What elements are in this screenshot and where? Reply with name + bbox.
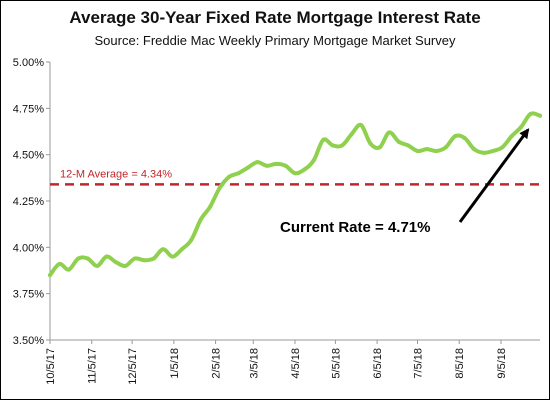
data-point xyxy=(227,174,231,179)
data-point xyxy=(359,123,363,127)
y-tick-label: 4.75% xyxy=(13,103,44,115)
data-point xyxy=(170,254,175,259)
data-point xyxy=(255,160,260,165)
data-point xyxy=(104,254,109,259)
data-point xyxy=(95,263,100,268)
y-tick-label: 3.50% xyxy=(13,335,44,347)
data-point xyxy=(161,247,166,252)
data-point xyxy=(349,132,354,137)
data-point xyxy=(387,130,392,135)
data-point xyxy=(76,256,81,261)
data-point xyxy=(453,134,458,139)
data-point xyxy=(85,256,90,261)
data-point xyxy=(66,267,71,272)
data-point xyxy=(208,204,213,209)
x-tick-label: 10/5/17 xyxy=(45,348,57,385)
data-point xyxy=(123,263,128,268)
x-tick-label: 4/5/18 xyxy=(290,348,302,379)
data-point xyxy=(340,143,345,148)
data-point xyxy=(245,165,250,170)
data-point xyxy=(132,256,137,261)
chart-title: Average 30-Year Fixed Rate Mortgage Inte… xyxy=(69,8,481,27)
x-tick-label: 9/5/18 xyxy=(496,348,508,379)
data-point xyxy=(519,124,524,129)
data-point xyxy=(368,141,373,146)
data-point xyxy=(415,149,420,153)
data-point xyxy=(114,260,118,265)
y-tick-label: 3.75% xyxy=(13,289,44,301)
data-point xyxy=(264,163,269,168)
data-point xyxy=(396,139,401,144)
y-tick-label: 5.00% xyxy=(13,57,44,69)
data-point xyxy=(217,186,222,190)
data-point xyxy=(330,143,335,148)
x-tick-label: 2/5/18 xyxy=(211,348,223,379)
x-tick-label: 6/5/18 xyxy=(372,348,384,379)
average-reference-label: 12-M Average = 4.34% xyxy=(60,168,172,180)
y-tick-label: 4.50% xyxy=(13,150,44,162)
data-point xyxy=(481,150,486,155)
data-point xyxy=(528,111,533,116)
data-point xyxy=(189,237,194,242)
data-point xyxy=(283,163,288,168)
x-tick-label: 11/5/17 xyxy=(87,348,99,384)
x-tick-label: 3/5/18 xyxy=(248,348,260,379)
data-point xyxy=(302,167,307,172)
data-point xyxy=(472,147,476,152)
x-tick-label: 1/5/18 xyxy=(169,348,181,379)
data-point xyxy=(236,171,241,176)
x-tick-label: 12/5/17 xyxy=(127,348,139,385)
x-tick-label: 8/5/18 xyxy=(454,348,466,379)
y-tick-label: 4.25% xyxy=(13,196,44,208)
data-point xyxy=(57,262,62,266)
data-point xyxy=(538,113,542,118)
data-point xyxy=(274,161,279,166)
data-point xyxy=(48,273,52,278)
data-point xyxy=(443,145,448,150)
data-point xyxy=(293,171,297,176)
data-point xyxy=(179,247,184,252)
data-point xyxy=(490,149,495,153)
data-point xyxy=(406,143,411,148)
chart-subtitle: Source: Freddie Mac Weekly Primary Mortg… xyxy=(94,33,456,48)
data-point xyxy=(377,145,382,150)
data-point xyxy=(500,145,505,150)
data-point xyxy=(198,217,203,222)
data-point xyxy=(424,147,429,152)
data-point xyxy=(151,256,156,261)
current-rate-annotation: Current Rate = 4.71% xyxy=(280,219,430,236)
data-point xyxy=(142,258,147,263)
current-rate-arrow xyxy=(458,128,530,223)
data-point xyxy=(509,134,514,139)
data-point xyxy=(434,149,439,153)
data-point xyxy=(462,136,467,140)
data-point xyxy=(321,137,326,142)
y-tick-label: 4.00% xyxy=(13,242,44,254)
data-point xyxy=(311,158,316,163)
x-tick-label: 5/5/18 xyxy=(330,348,342,379)
x-tick-label: 7/5/18 xyxy=(413,348,425,379)
